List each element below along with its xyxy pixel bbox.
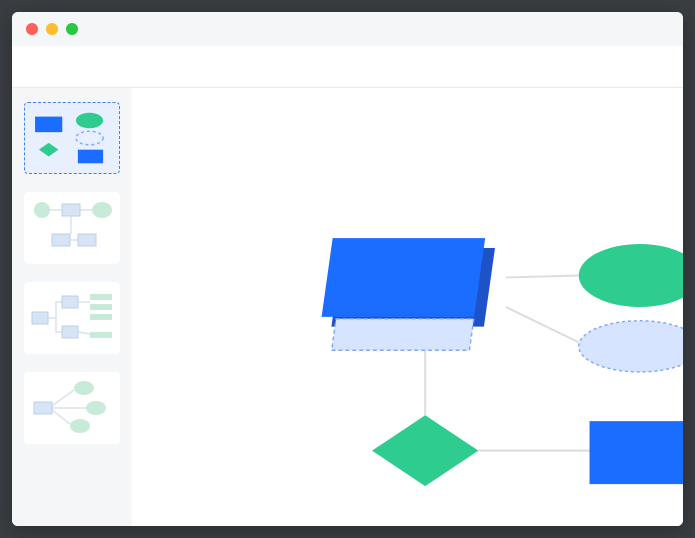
canvas-svg xyxy=(132,88,683,526)
content-area xyxy=(12,88,683,526)
thumbnail-t4[interactable] xyxy=(24,372,120,444)
zoom-icon[interactable] xyxy=(66,23,78,35)
app-window xyxy=(12,12,683,526)
thumbnail-t3[interactable] xyxy=(24,282,120,354)
thumbnail-sidebar xyxy=(12,88,132,526)
thumbnail-t2[interactable] xyxy=(24,192,120,264)
toolbar xyxy=(12,46,683,88)
titlebar xyxy=(12,12,683,46)
diagram-canvas[interactable] xyxy=(132,88,683,526)
thumbnail-t1[interactable] xyxy=(24,102,120,174)
close-icon[interactable] xyxy=(26,23,38,35)
minimize-icon[interactable] xyxy=(46,23,58,35)
